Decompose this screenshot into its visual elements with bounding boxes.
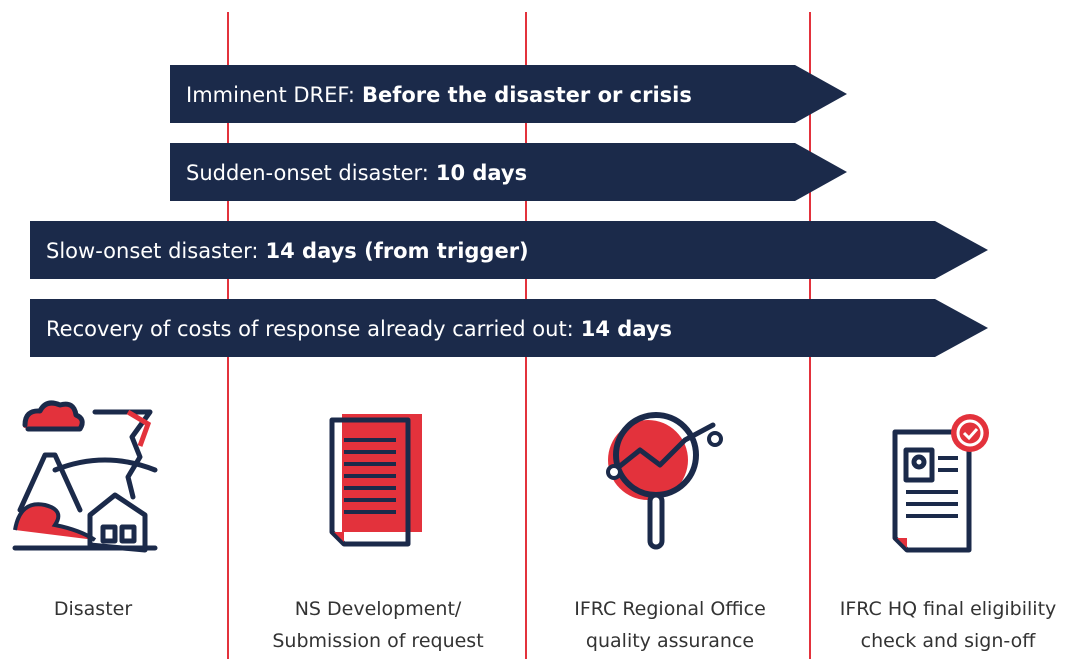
stage-label: Disaster — [54, 598, 132, 620]
arrow-prefix: Recovery of costs of response already ca… — [46, 317, 574, 341]
magnifier-icon — [608, 415, 721, 547]
diagram: Imminent DREF: Before the disaster or cri… — [0, 0, 1081, 659]
arrow-label: Slow-onset disaster: 14 days (from trigge… — [46, 239, 529, 263]
arrow-bold: 14 days — [581, 317, 672, 341]
stage-label: IFRC Regional Office — [574, 598, 766, 620]
arrow-label: Sudden-onset disaster: 10 days — [186, 161, 527, 185]
arrow-prefix: Sudden-onset disaster: — [186, 161, 429, 185]
stage-label: Submission of request — [272, 630, 483, 652]
stage-labels: Disaster NS Development/ Submission of r… — [54, 598, 1056, 652]
stage-label: IFRC HQ final eligibility — [840, 598, 1057, 620]
stage-label: NS Development/ — [295, 598, 462, 620]
disaster-icon — [15, 403, 155, 550]
arrow-bold: 14 days (from trigger) — [266, 239, 529, 263]
stage-label: check and sign-off — [861, 630, 1037, 652]
stage-label: quality assurance — [586, 630, 754, 652]
arrow-prefix: Slow-onset disaster: — [46, 239, 259, 263]
arrow-label: Imminent DREF: Before the disaster or cri… — [186, 83, 692, 107]
documents-icon — [332, 414, 422, 544]
arrow-prefix: Imminent DREF: — [186, 83, 355, 107]
arrows: Imminent DREF: Before the disaster or cri… — [30, 65, 988, 357]
arrow-bold: 10 days — [436, 161, 527, 185]
arrow-bold: Before the disaster or crisis — [362, 83, 692, 107]
certificate-icon — [895, 414, 989, 550]
